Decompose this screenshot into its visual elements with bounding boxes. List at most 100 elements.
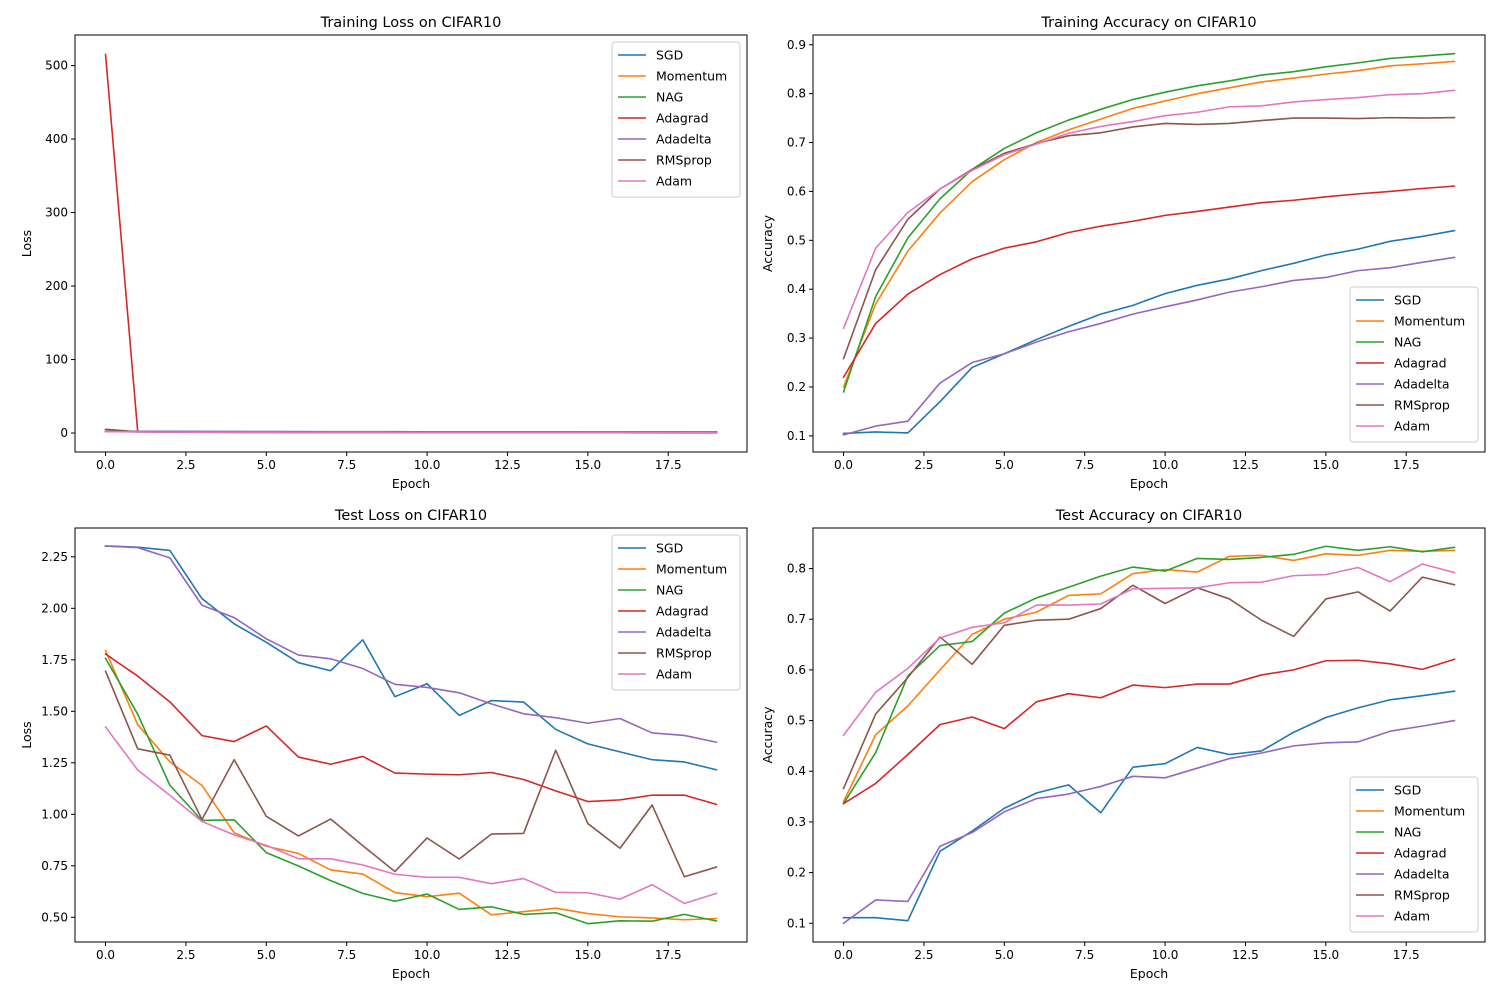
y-tick-label: 500 xyxy=(45,59,68,73)
legend-label-nag: NAG xyxy=(1394,335,1421,350)
y-tick-label: 0.7 xyxy=(787,612,806,626)
x-tick-label: 5.0 xyxy=(257,458,276,472)
x-axis-label: Epoch xyxy=(392,476,430,491)
y-tick-label: 0.6 xyxy=(787,663,806,677)
axes-frame xyxy=(812,34,1486,453)
chart-title: Training Accuracy on CIFAR10 xyxy=(1040,15,1256,31)
y-tick-label: 0.1 xyxy=(787,429,806,443)
legend-label-sgd: SGD xyxy=(656,48,683,63)
legend: SGD Momentum NAG Adagrad Adadelta RMSprop Adam xyxy=(1349,286,1479,443)
y-tick-label: 0.8 xyxy=(787,87,806,101)
x-tick-label: 12.5 xyxy=(494,948,521,962)
legend: SGD Momentum NAG Adagrad Adadelta RMSprop Adam xyxy=(611,41,741,198)
x-tick-label: 7.5 xyxy=(337,948,356,962)
x-tick-label: 5.0 xyxy=(995,458,1014,472)
series-line-sgd xyxy=(842,229,1456,435)
x-tick-label: 10.0 xyxy=(414,948,441,962)
x-tick-label: 10.0 xyxy=(414,458,441,472)
y-tick-label: 400 xyxy=(45,132,68,146)
series-line-adagrad xyxy=(842,658,1456,805)
series-line-adam xyxy=(842,563,1456,737)
legend-label-adagrad: Adagrad xyxy=(1394,846,1447,861)
y-tick-label: 0.5 xyxy=(787,714,806,728)
legend-label-rmsprop: RMSprop xyxy=(656,153,712,168)
x-tick-label: 17.5 xyxy=(1393,948,1420,962)
legend-label-adam: Adam xyxy=(656,667,692,682)
x-tick-label: 5.0 xyxy=(257,948,276,962)
y-tick-label: 0.50 xyxy=(41,910,68,924)
x-axis-label: Epoch xyxy=(1130,476,1168,491)
legend-label-rmsprop: RMSprop xyxy=(1394,888,1450,903)
x-axis-label: Epoch xyxy=(1130,966,1168,981)
y-tick-label: 0.6 xyxy=(787,184,806,198)
y-tick-label: 0.3 xyxy=(787,815,806,829)
series-lines xyxy=(842,545,1456,925)
x-tick-label: 12.5 xyxy=(1232,948,1259,962)
legend-label-nag: NAG xyxy=(656,583,683,598)
y-axis-label: Loss xyxy=(19,230,34,257)
x-tick-label: 15.0 xyxy=(574,458,601,472)
chart-training-accuracy-on-cifar10: Training Accuracy on CIFAR10 0.0 2.5 5.0 7.5… xyxy=(760,15,1486,491)
chart-training-loss-on-cifar10: Training Loss on CIFAR10 0.0 2.5 5.0 7.5 10.0… xyxy=(19,15,748,491)
y-tick-label: 0 xyxy=(60,426,68,440)
legend-label-sgd: SGD xyxy=(1394,783,1421,798)
legend-label-rmsprop: RMSprop xyxy=(1394,398,1450,413)
legend-label-adagrad: Adagrad xyxy=(656,604,709,619)
y-tick-label: 0.7 xyxy=(787,136,806,150)
y-tick-label: 1.75 xyxy=(41,653,68,667)
legend-label-nag: NAG xyxy=(1394,825,1421,840)
legend-label-adagrad: Adagrad xyxy=(656,111,709,126)
legend-label-adam: Adam xyxy=(1394,419,1430,434)
legend-label-adadelta: Adadelta xyxy=(656,625,712,640)
x-tick-label: 2.5 xyxy=(176,948,195,962)
legend-label-rmsprop: RMSprop xyxy=(656,646,712,661)
series-line-nag xyxy=(842,545,1456,805)
x-tick-label: 0.0 xyxy=(834,948,853,962)
series-line-adam xyxy=(104,430,718,434)
legend-label-nag: NAG xyxy=(656,90,683,105)
y-tick-label: 2.25 xyxy=(41,550,68,564)
series-lines xyxy=(104,545,718,925)
series-line-rmsprop xyxy=(842,576,1456,790)
legend-label-adadelta: Adadelta xyxy=(1394,377,1450,392)
x-tick-label: 17.5 xyxy=(1393,458,1420,472)
x-axis-label: Epoch xyxy=(392,966,430,981)
legend: SGD Momentum NAG Adagrad Adadelta RMSprop Adam xyxy=(1349,776,1479,933)
series-line-momentum xyxy=(842,549,1456,803)
y-tick-label: 0.8 xyxy=(787,562,806,576)
legend-label-momentum: Momentum xyxy=(1394,804,1465,819)
x-tick-label: 2.5 xyxy=(176,458,195,472)
x-tick-label: 15.0 xyxy=(1312,948,1339,962)
axes-frame xyxy=(812,527,1486,943)
axes-frame xyxy=(74,527,748,943)
y-axis-label: Loss xyxy=(19,721,34,748)
series-line-adadelta xyxy=(842,719,1456,925)
chart-title: Test Accuracy on CIFAR10 xyxy=(1055,508,1243,524)
series-line-nag xyxy=(842,52,1456,393)
y-tick-label: 0.9 xyxy=(787,38,806,52)
x-tick-label: 12.5 xyxy=(494,458,521,472)
legend-label-adadelta: Adadelta xyxy=(656,132,712,147)
x-tick-label: 7.5 xyxy=(337,458,356,472)
x-tick-label: 17.5 xyxy=(655,948,682,962)
x-tick-label: 2.5 xyxy=(914,458,933,472)
x-tick-label: 17.5 xyxy=(655,458,682,472)
series-line-adadelta xyxy=(104,545,718,744)
chart-title: Test Loss on CIFAR10 xyxy=(334,508,487,524)
x-tick-label: 15.0 xyxy=(1312,458,1339,472)
legend-label-sgd: SGD xyxy=(1394,293,1421,308)
legend-label-adam: Adam xyxy=(1394,909,1430,924)
series-lines xyxy=(104,53,718,434)
y-tick-label: 0.1 xyxy=(787,916,806,930)
chart-test-loss-on-cifar10: Test Loss on CIFAR10 0.0 2.5 5.0 7.5 10.0 12.5… xyxy=(19,508,748,981)
y-tick-label: 200 xyxy=(45,279,68,293)
y-axis-label: Accuracy xyxy=(760,214,775,272)
x-tick-label: 0.0 xyxy=(96,948,115,962)
x-tick-label: 7.5 xyxy=(1075,948,1094,962)
y-tick-label: 1.00 xyxy=(41,807,68,821)
legend-box xyxy=(1349,776,1479,933)
legend-label-momentum: Momentum xyxy=(1394,314,1465,329)
x-tick-label: 0.0 xyxy=(96,458,115,472)
series-line-adadelta xyxy=(842,256,1456,436)
series-line-momentum xyxy=(104,649,718,921)
